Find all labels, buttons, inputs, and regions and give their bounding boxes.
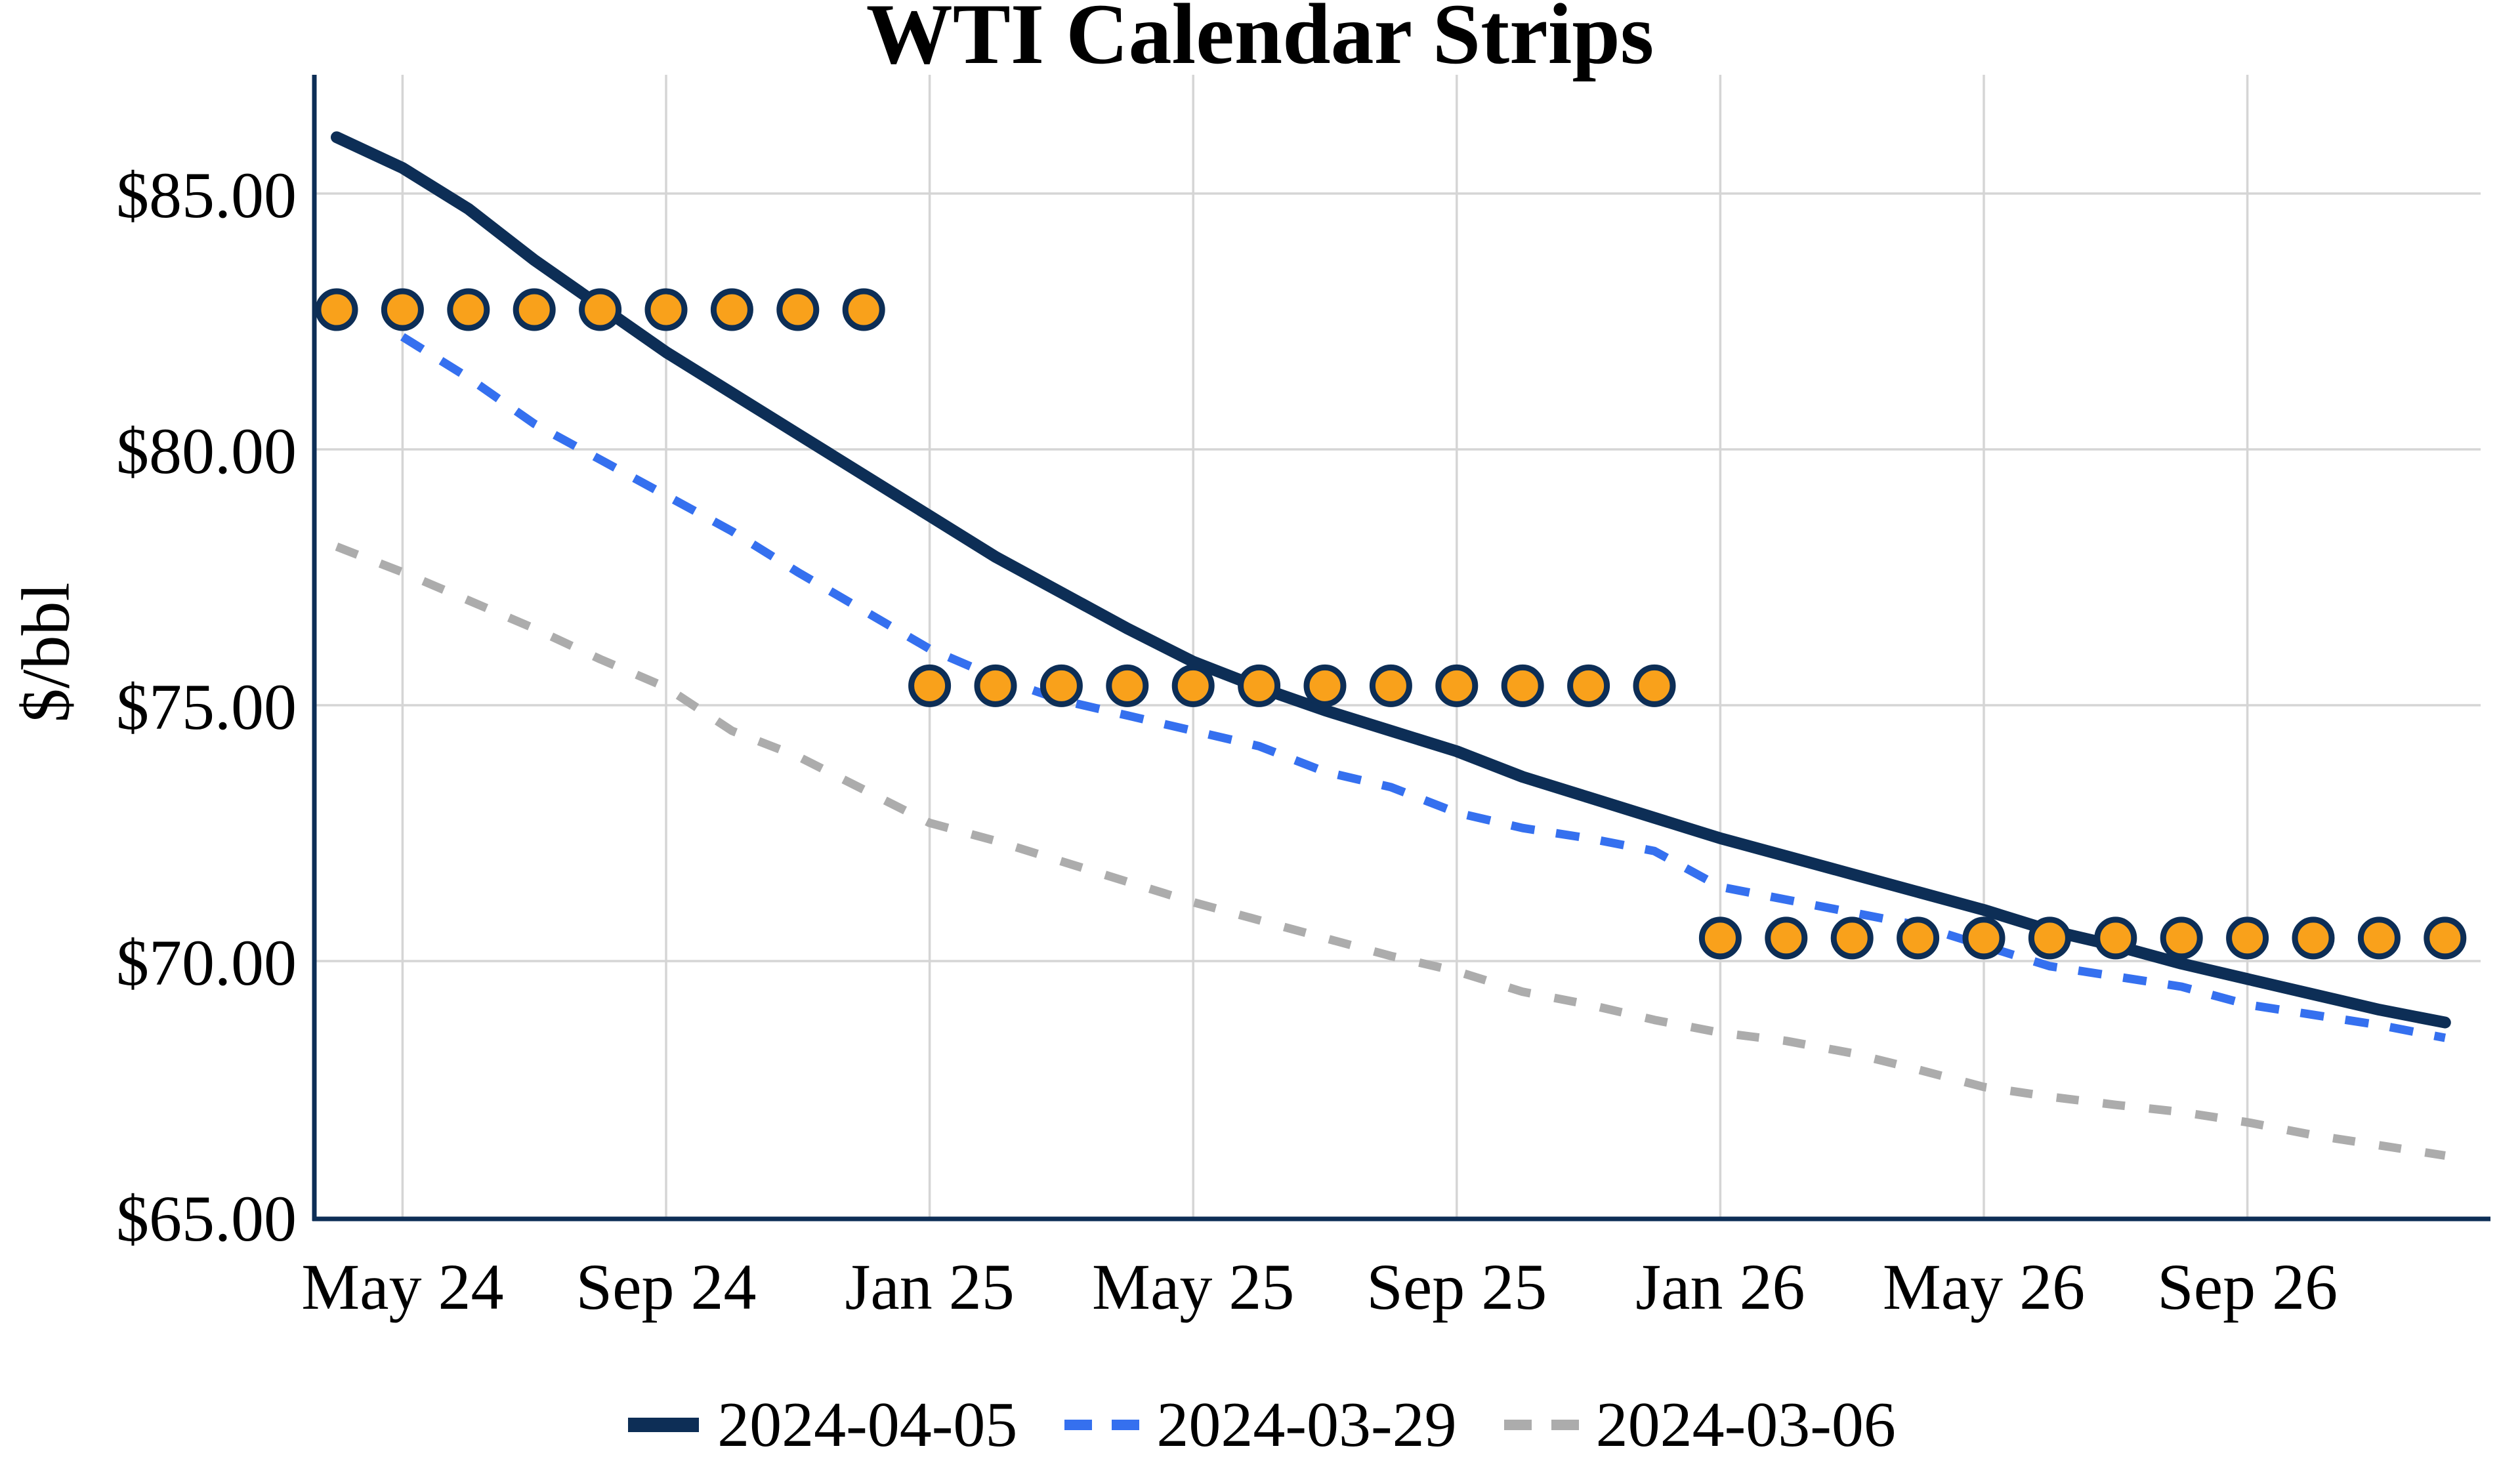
cal-2026-strip-dot bbox=[2292, 916, 2335, 960]
cal-2025-strip-dot bbox=[1303, 664, 1347, 707]
x-tick-label: Jan 26 bbox=[1635, 1250, 1805, 1323]
solid-line-swatch-icon bbox=[628, 1418, 700, 1432]
x-tick-label: May 25 bbox=[1092, 1250, 1294, 1323]
cal-2024-strip-dot bbox=[842, 288, 885, 331]
x-tick-label: Sep 25 bbox=[1366, 1250, 1547, 1323]
cal-2026-strip-dot bbox=[1897, 916, 1940, 960]
cal-2024-strip-dot bbox=[710, 288, 753, 331]
cal-2026-strip-dot bbox=[2094, 916, 2137, 960]
y-axis-title: $/bbl bbox=[8, 582, 84, 723]
x-tick-label: Sep 24 bbox=[576, 1250, 757, 1323]
cal-2024-strip-dot bbox=[776, 288, 820, 331]
y-tick-label: $85.00 bbox=[116, 159, 297, 232]
x-tick-label: Jan 25 bbox=[845, 1250, 1014, 1323]
cal-2025-strip-dot bbox=[1040, 664, 1083, 707]
cal-2024-strip-dot bbox=[315, 288, 358, 331]
cal-2026-strip-dot bbox=[1830, 916, 1874, 960]
cal-2025-strip-dot bbox=[1567, 664, 1610, 707]
y-tick-label: $65.00 bbox=[116, 1182, 297, 1255]
series-line-2024-04-05 bbox=[331, 131, 2451, 1029]
legend-label: 2024-03-06 bbox=[1595, 1389, 1896, 1460]
cal-2026-strip-dot bbox=[1962, 916, 2006, 960]
cal-2026-strip-dot bbox=[2357, 916, 2401, 960]
series-line-2024-03-06 bbox=[335, 543, 2446, 1160]
y-tick-label: $75.00 bbox=[116, 670, 297, 743]
dashed-line-swatch-icon bbox=[1064, 1420, 1141, 1430]
y-tick-label: $70.00 bbox=[116, 926, 297, 999]
cal-2024-strip-dot bbox=[381, 288, 424, 331]
cal-2025-strip-dot bbox=[908, 664, 952, 707]
legend-item-2024-03-06: 2024-03-06 bbox=[1503, 1388, 1896, 1462]
legend-item-2024-04-05: 2024-04-05 bbox=[624, 1388, 1017, 1462]
cal-2026-strip-dot bbox=[1698, 916, 1742, 960]
cal-2025-strip-dot bbox=[1501, 664, 1544, 707]
cal-2024-strip-dot bbox=[644, 288, 688, 331]
cal-2026-strip-dot bbox=[2424, 916, 2467, 960]
cal-2026-strip-dot bbox=[2160, 916, 2203, 960]
cal-2024-strip-dot bbox=[513, 288, 556, 331]
legend-label: 2024-04-05 bbox=[717, 1389, 1018, 1460]
x-tick-label: May 24 bbox=[301, 1250, 503, 1323]
series-line-2024-03-29 bbox=[400, 333, 2446, 1042]
cal-2026-strip-dot bbox=[2028, 916, 2071, 960]
cal-2025-strip-dot bbox=[1633, 664, 1676, 707]
dashed-line-swatch-icon bbox=[1503, 1420, 1580, 1430]
y-tick-label: $80.00 bbox=[116, 415, 297, 487]
cal-2025-strip-dot bbox=[974, 664, 1017, 707]
x-tick-label: Sep 26 bbox=[2157, 1250, 2338, 1323]
cal-2025-strip-dot bbox=[1106, 664, 1149, 707]
cal-2026-strip-dot bbox=[2226, 916, 2269, 960]
x-tick-label: May 26 bbox=[1883, 1250, 2085, 1323]
cal-2024-strip-dot bbox=[447, 288, 490, 331]
chart-title: WTI Calendar Strips bbox=[866, 0, 1654, 82]
cal-2025-strip-dot bbox=[1171, 664, 1215, 707]
cal-2026-strip-dot bbox=[1765, 916, 1808, 960]
cal-2025-strip-dot bbox=[1369, 664, 1412, 707]
legend-item-2024-03-29: 2024-03-29 bbox=[1063, 1388, 1457, 1462]
cal-2024-strip-dot bbox=[579, 288, 622, 331]
legend: 2024-04-05 2024-03-29 2024-03-06 bbox=[0, 1388, 2520, 1462]
legend-label: 2024-03-29 bbox=[1156, 1389, 1457, 1460]
cal-2025-strip-dot bbox=[1435, 664, 1479, 707]
cal-2025-strip-dot bbox=[1238, 664, 1281, 707]
